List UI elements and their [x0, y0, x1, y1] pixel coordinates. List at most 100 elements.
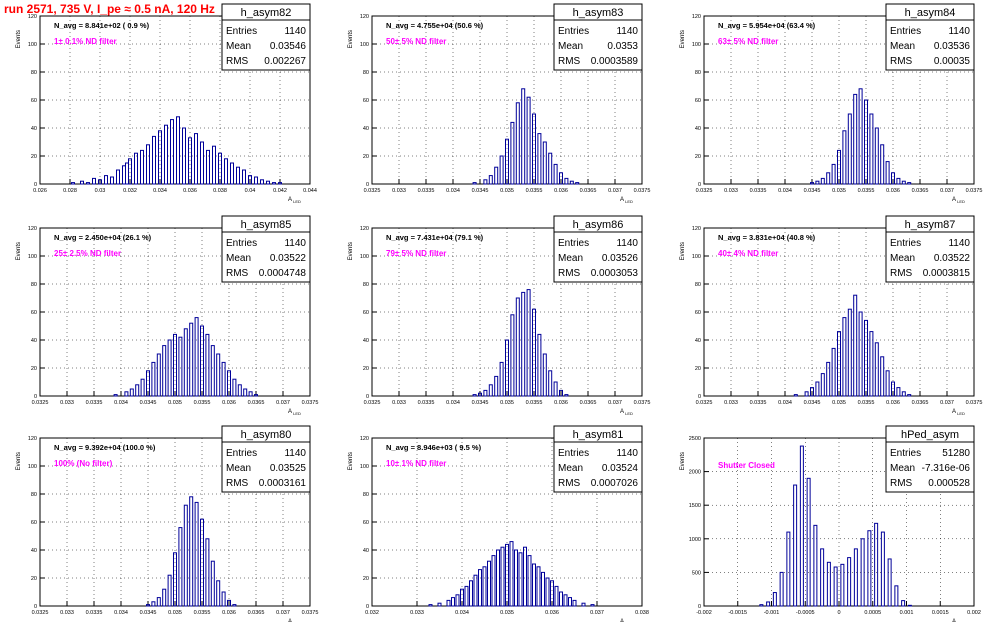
x-tick-label: 0.034: [114, 610, 128, 616]
histogram-bin: [810, 387, 814, 397]
histogram-bin: [880, 144, 885, 185]
stats-value: 1140: [284, 26, 306, 37]
x-tick-label: 0.037: [940, 188, 954, 194]
histogram-bin: [820, 373, 825, 397]
histogram-bin: [221, 591, 226, 607]
histogram-bin: [124, 391, 129, 397]
stats-title: h_asym80: [241, 429, 292, 441]
histogram-bin: [527, 555, 532, 607]
histogram-bin: [437, 602, 442, 607]
stats-title: h_asym84: [905, 7, 956, 19]
stats-value: 0.03536: [934, 41, 971, 52]
x-tick-label: 0.037: [276, 610, 290, 616]
y-tick-label: 80: [31, 70, 37, 76]
y-tick-label: 100: [28, 464, 37, 470]
histogram-bin: [867, 530, 872, 607]
histogram-bin: [564, 394, 569, 397]
stats-box: [221, 215, 311, 283]
filter-label: 25± 2.5% ND filter: [54, 249, 121, 258]
histogram-panel-h_asym85: 0 20 40 60 80 100 120 0.0325 0.033 0.0335 0.034 0.0…: [16, 215, 318, 416]
y-tick-label: 20: [695, 154, 701, 160]
histogram-bin: [759, 604, 764, 607]
histogram-bin: [80, 180, 84, 185]
stats-key: RMS: [558, 478, 581, 489]
histogram-bin: [541, 571, 545, 607]
histogram-bin: [183, 328, 188, 397]
histogram-bin: [510, 121, 515, 185]
histogram-bin: [260, 179, 264, 185]
histogram-bin: [188, 137, 192, 185]
histogram-bin: [482, 566, 487, 607]
stats-value: 0.03524: [602, 463, 639, 474]
histogram-bin: [206, 149, 210, 185]
histogram-bin: [564, 177, 569, 185]
histogram-bin: [464, 585, 469, 607]
stats-value: 1140: [284, 238, 306, 249]
histogram-bin: [86, 182, 90, 185]
x-tick-label: 0.0335: [750, 188, 767, 194]
stats-key: Mean: [558, 253, 583, 264]
y-tick-label: 0: [34, 394, 37, 400]
histogram-bin: [537, 133, 542, 185]
histogram-bin: [853, 93, 858, 185]
x-tick-label: 0.036: [554, 400, 568, 406]
stats-box: [885, 425, 975, 493]
histogram-bin: [542, 141, 547, 185]
histogram-bin: [559, 389, 563, 397]
x-tick-label: 0.0345: [472, 400, 489, 406]
stats-value: 1140: [616, 238, 638, 249]
histogram-bin: [581, 602, 586, 607]
x-tick-label: 0.035: [168, 610, 182, 616]
y-tick-label: 0: [366, 182, 369, 188]
y-tick-label: 120: [28, 226, 37, 232]
histogram-bin: [820, 177, 825, 185]
filter-label: 40± 4% ND filter: [718, 249, 778, 258]
histogram-bin: [842, 130, 847, 185]
stats-key: RMS: [558, 56, 581, 67]
stats-value: -7.316e-06: [922, 463, 971, 474]
stats-key: Mean: [890, 463, 915, 474]
stats-title: h_asym86: [573, 219, 624, 231]
histogram-bin: [532, 308, 536, 397]
histogram-bin: [232, 378, 237, 397]
histogram-bin: [880, 356, 885, 397]
y-tick-label: 40: [695, 126, 701, 132]
stats-value: 0.000528: [928, 478, 970, 489]
histogram-bin: [550, 580, 554, 607]
histogram-bin: [793, 484, 798, 607]
y-tick-label: 120: [360, 226, 369, 232]
histogram-bin: [146, 604, 150, 607]
y-tick-label: 80: [363, 70, 369, 76]
histogram-bin: [237, 384, 242, 397]
histogram-bin: [496, 549, 500, 607]
histogram-bin: [216, 580, 221, 607]
x-tick-label: 0.0375: [634, 400, 651, 406]
histogram-bin: [266, 180, 270, 185]
x-tick-label: 0.0335: [418, 188, 435, 194]
histogram-bin: [526, 289, 531, 397]
y-tick-label: 100: [360, 464, 369, 470]
stats-value: 0.00035: [934, 56, 971, 67]
histogram-bin: [146, 144, 150, 185]
histogram-bin: [804, 391, 809, 397]
histogram-bin: [813, 524, 818, 607]
stats-value: 1140: [948, 238, 970, 249]
x-tick-label: 0.034: [114, 400, 128, 406]
histogram-bin: [532, 563, 536, 607]
y-tick-label: 60: [695, 310, 701, 316]
histogram-bin: [128, 158, 132, 185]
histogram-bin: [194, 501, 199, 607]
histogram-bin: [200, 141, 204, 185]
stats-key: Entries: [558, 26, 589, 37]
histogram-panel-hPed_asym: 0 500 1000 1500 2000 2500 -0.002 -0.0015 -0.001 -…: [680, 425, 981, 622]
histogram-bin: [860, 538, 865, 607]
y-tick-label: 40: [31, 548, 37, 554]
x-tick-label: 0.037: [608, 400, 622, 406]
x-tick-label: 0.036: [183, 188, 197, 194]
histogram-bin: [590, 604, 595, 607]
stats-key: Mean: [890, 41, 915, 52]
stats-title: h_asym83: [573, 7, 624, 19]
x-tick-label: 0.036: [545, 610, 559, 616]
histogram-bin: [272, 182, 276, 185]
